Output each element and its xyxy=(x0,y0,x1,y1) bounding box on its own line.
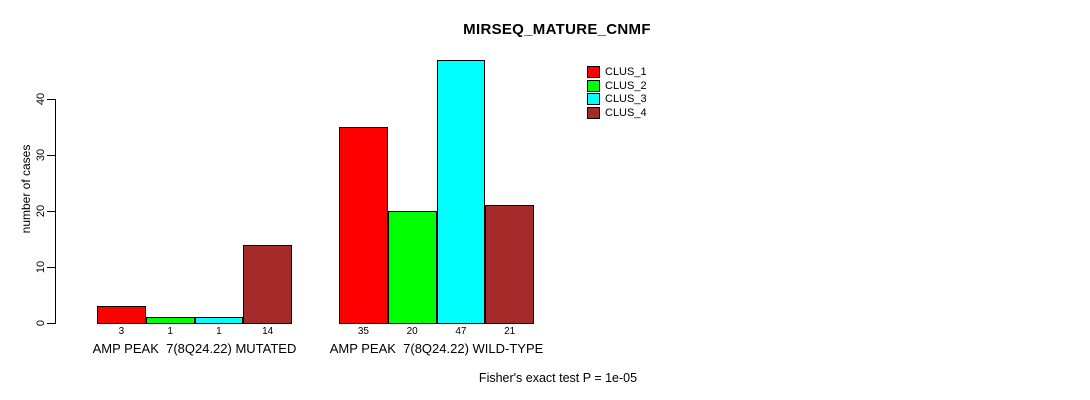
fisher-test-annotation: Fisher's exact test P = 1e-05 xyxy=(478,371,638,385)
bar-clus_4-mutated xyxy=(243,244,292,324)
bar-value-clus_1-wild-type: 35 xyxy=(357,326,369,337)
legend-label-clus_1: CLUS_1 xyxy=(605,66,647,78)
legend-label-clus_4: CLUS_4 xyxy=(605,106,647,119)
bar-value-clus_3-mutated: 1 xyxy=(216,326,222,337)
bar-value-clus_3-wild-type: 47 xyxy=(455,326,467,337)
legend-swatch-clus_1 xyxy=(587,66,600,78)
legend-row-clus_3: CLUS_3 xyxy=(587,93,647,105)
y-tick-10 xyxy=(47,267,55,268)
bar-clus_2-mutated xyxy=(145,317,195,324)
y-tick-30 xyxy=(47,155,55,156)
y-tick-0 xyxy=(47,323,55,324)
y-tick-label-30: 30 xyxy=(35,148,47,162)
legend-swatch-clus_3 xyxy=(587,93,600,105)
bar-clus_3-mutated xyxy=(194,317,244,324)
chart-title: MIRSEQ_MATURE_CNMF xyxy=(463,21,651,38)
legend-row-clus_4: CLUS_4 xyxy=(587,106,647,119)
bar-value-clus_4-wild-type: 21 xyxy=(504,326,516,337)
bar-clus_1-wild-type xyxy=(339,127,388,324)
bar-clus_2-wild-type xyxy=(387,211,437,324)
group-label-mutated: AMP PEAK 7(8Q24.22) MUTATED xyxy=(92,341,297,356)
bar-value-clus_1-mutated: 3 xyxy=(118,326,125,337)
y-tick-20 xyxy=(47,211,55,212)
y-tick-label-0: 0 xyxy=(35,319,47,327)
legend-swatch-clus_4 xyxy=(587,106,600,119)
bar-value-clus_2-wild-type: 20 xyxy=(406,326,418,337)
bar-value-clus_2-mutated: 1 xyxy=(167,326,173,337)
y-axis-title: number of cases xyxy=(19,144,33,234)
y-tick-label-40: 40 xyxy=(35,92,47,106)
bar-value-clus_4-mutated: 14 xyxy=(262,326,274,337)
y-tick-label-20: 20 xyxy=(35,204,47,218)
bar-clus_1-mutated xyxy=(97,306,146,324)
group-label-wild-type: AMP PEAK 7(8Q24.22) WILD-TYPE xyxy=(329,341,544,356)
legend-label-clus_2: CLUS_2 xyxy=(605,79,647,92)
y-tick-40 xyxy=(47,99,55,100)
y-tick-label-10: 10 xyxy=(35,260,47,274)
legend-swatch-clus_2 xyxy=(587,79,600,92)
bar-clus_4-wild-type xyxy=(485,205,534,324)
legend-label-clus_3: CLUS_3 xyxy=(605,93,647,105)
legend-row-clus_2: CLUS_2 xyxy=(587,79,647,92)
legend-row-clus_1: CLUS_1 xyxy=(587,66,647,78)
bar-clus_3-wild-type xyxy=(436,59,486,324)
y-axis-line xyxy=(55,99,56,324)
